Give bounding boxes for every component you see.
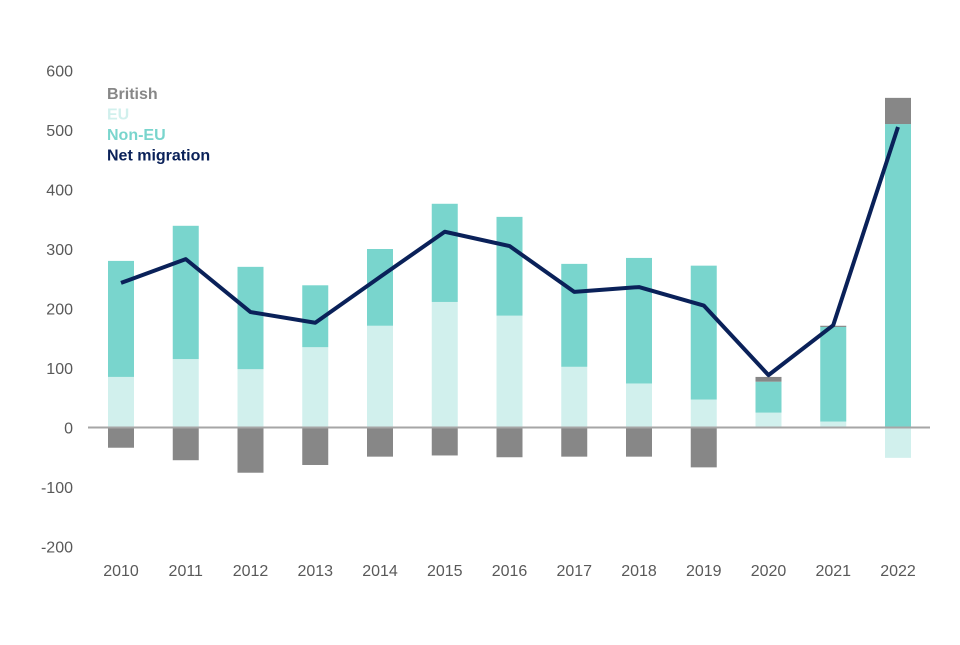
x-tick-label: 2017 xyxy=(556,563,592,580)
bar-non-eu-2019 xyxy=(691,266,717,400)
bar-non-eu-2015 xyxy=(432,204,458,302)
x-tick-label: 2018 xyxy=(621,563,657,580)
legend-net-migration: Net migration xyxy=(107,148,210,165)
x-tick-label: 2022 xyxy=(880,563,916,580)
bar-non-eu-2018 xyxy=(626,258,652,384)
bar-british-2019 xyxy=(691,428,717,468)
bar-eu-2016 xyxy=(497,316,523,428)
bar-british-2022 xyxy=(885,98,911,124)
bar-british-2015 xyxy=(432,428,458,456)
y-tick-label: 100 xyxy=(46,361,73,378)
bar-british-2017 xyxy=(561,428,587,457)
bar-british-2018 xyxy=(626,428,652,457)
bars xyxy=(108,98,911,473)
legend-eu: EU xyxy=(107,107,129,124)
bar-eu-2011 xyxy=(173,359,199,427)
bar-non-eu-2011 xyxy=(173,226,199,359)
bar-non-eu-2022 xyxy=(885,124,911,427)
bar-non-eu-2021 xyxy=(820,327,846,422)
y-axis: -200 -100 0 100 200 300 400 500 600 xyxy=(41,64,73,557)
x-tick-label: 2020 xyxy=(751,563,787,580)
bar-eu-2013 xyxy=(302,347,328,427)
legend-non-eu: Non-EU xyxy=(107,127,166,144)
bar-non-eu-2017 xyxy=(561,264,587,367)
bar-eu-2022 xyxy=(885,428,911,458)
y-tick-label: 500 xyxy=(46,123,73,140)
bar-non-eu-2020 xyxy=(756,382,782,413)
y-tick-label: 400 xyxy=(46,183,73,200)
x-tick-label: 2013 xyxy=(297,563,333,580)
bar-eu-2017 xyxy=(561,367,587,428)
y-tick-label: -200 xyxy=(41,540,73,557)
bar-british-2014 xyxy=(367,428,393,457)
x-tick-label: 2021 xyxy=(815,563,851,580)
x-tick-label: 2010 xyxy=(103,563,139,580)
y-tick-label: 600 xyxy=(46,64,73,81)
bar-british-2016 xyxy=(497,428,523,458)
bar-non-eu-2014 xyxy=(367,249,393,326)
y-tick-label: -100 xyxy=(41,480,73,497)
bar-eu-2014 xyxy=(367,326,393,428)
bar-british-2011 xyxy=(173,428,199,461)
bar-eu-2015 xyxy=(432,302,458,428)
x-tick-label: 2012 xyxy=(233,563,269,580)
bar-british-2020 xyxy=(756,377,782,382)
legend: British EU Non-EU Net migration xyxy=(107,86,210,165)
y-tick-label: 0 xyxy=(64,421,73,438)
bar-eu-2019 xyxy=(691,400,717,428)
bar-british-2010 xyxy=(108,428,134,448)
bar-non-eu-2016 xyxy=(497,217,523,316)
y-tick-label: 200 xyxy=(46,302,73,319)
bar-eu-2010 xyxy=(108,377,134,428)
bar-eu-2012 xyxy=(238,369,264,427)
bar-eu-2020 xyxy=(756,413,782,428)
legend-british: British xyxy=(107,86,158,103)
y-tick-label: 300 xyxy=(46,242,73,259)
x-tick-label: 2014 xyxy=(362,563,398,580)
x-axis: 2010 2011 2012 2013 2014 2015 2016 2017 2018 2019… xyxy=(103,563,916,580)
x-tick-label: 2015 xyxy=(427,563,463,580)
x-tick-label: 2011 xyxy=(169,563,204,580)
x-tick-label: 2016 xyxy=(492,563,528,580)
bar-eu-2018 xyxy=(626,383,652,427)
bar-british-2013 xyxy=(302,428,328,465)
bar-non-eu-2012 xyxy=(238,267,264,369)
bar-british-2012 xyxy=(238,428,264,473)
x-tick-label: 2019 xyxy=(686,563,722,580)
